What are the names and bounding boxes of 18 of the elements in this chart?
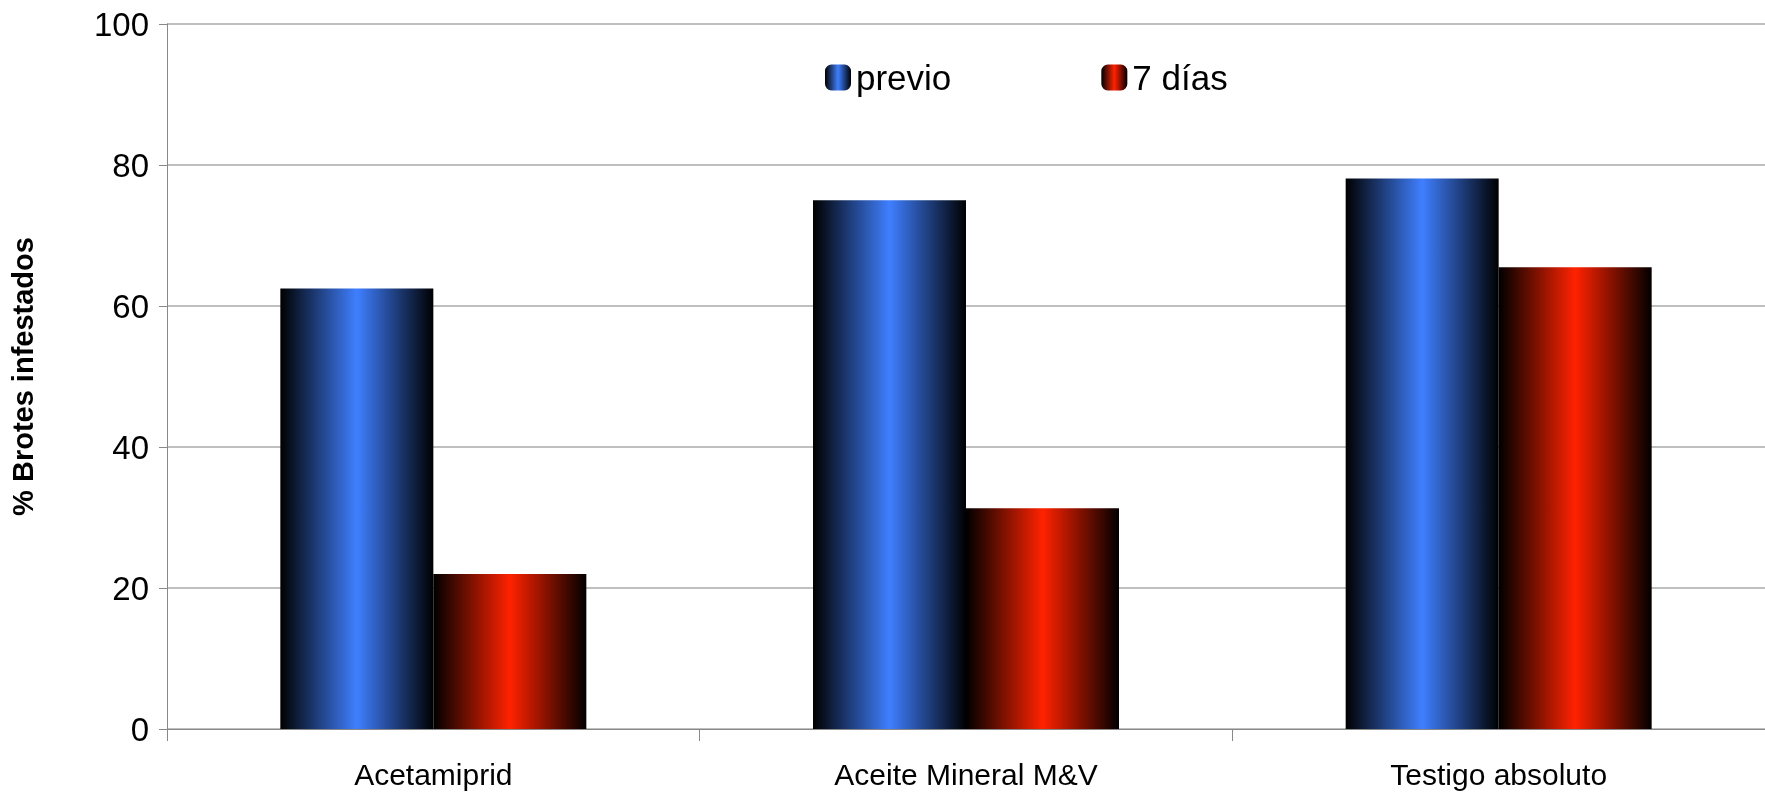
bar — [966, 508, 1119, 729]
x-tick-label: Testigo absoluto — [1390, 757, 1608, 791]
x-tick-label: Acetamiprid — [354, 757, 513, 791]
bar — [433, 573, 587, 729]
bar — [280, 288, 434, 729]
bar — [1345, 178, 1499, 729]
legend-label: 7 días — [1132, 58, 1228, 97]
legend-label: previo — [856, 58, 952, 97]
y-tick-label: 60 — [112, 287, 149, 325]
x-tick-label: Aceite Mineral M&V — [834, 757, 1098, 791]
bar — [813, 200, 966, 729]
y-tick-label: 40 — [112, 428, 149, 466]
y-tick-label: 20 — [112, 569, 149, 607]
y-axis-title: % Brotes infestados — [6, 237, 39, 516]
bar — [1498, 267, 1652, 729]
y-tick-label: 80 — [112, 146, 149, 184]
y-tick-label: 100 — [93, 5, 149, 43]
y-tick-label: 0 — [130, 710, 149, 748]
